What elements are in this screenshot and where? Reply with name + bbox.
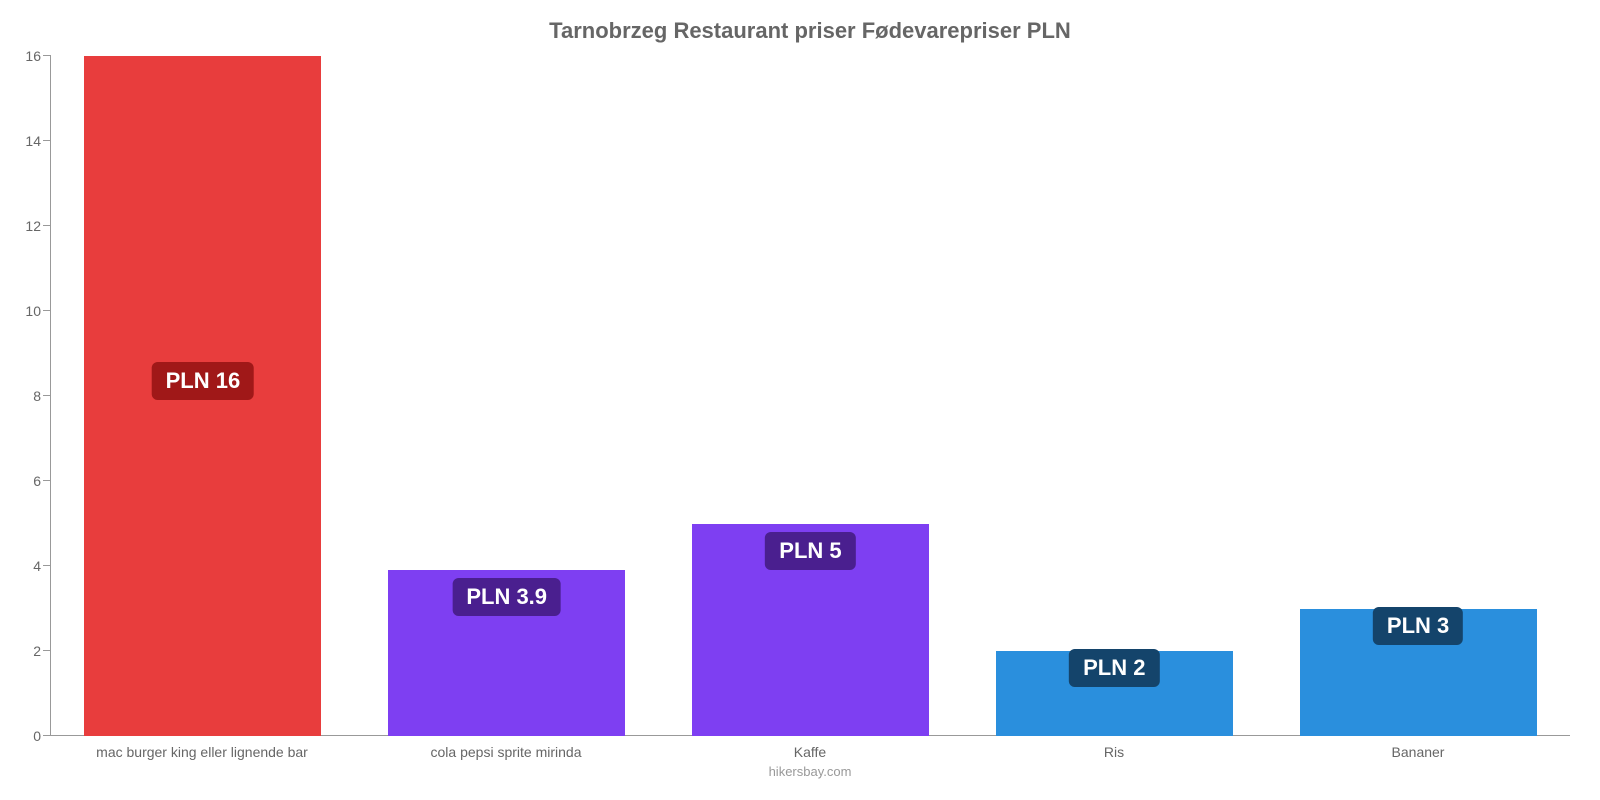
value-badge: PLN 5 [765,532,855,570]
y-tick [43,140,51,141]
value-badge: PLN 16 [152,362,255,400]
y-tick [43,310,51,311]
bar: PLN 3 [1300,609,1537,737]
value-badge: PLN 3.9 [452,578,561,616]
bar-slot: PLN 5 [659,56,963,736]
y-tick [43,480,51,481]
chart-container: Tarnobrzeg Restaurant priser Fødevarepri… [0,0,1600,800]
x-axis-labels: mac burger king eller lignende barcola p… [50,744,1570,760]
y-tick [43,395,51,396]
y-tick-label: 4 [11,558,41,574]
y-tick-label: 6 [11,473,41,489]
y-tick-label: 2 [11,643,41,659]
y-tick-label: 16 [11,48,41,64]
bar-slot: PLN 2 [962,56,1266,736]
y-tick [43,565,51,566]
y-tick [43,55,51,56]
bars-group: PLN 16 PLN 3.9 PLN 5 PLN 2 PLN 3 [51,56,1570,736]
x-axis-label: Kaffe [658,744,962,760]
bar-slot: PLN 3 [1266,56,1570,736]
plot-area: 0246810121416 PLN 16PLN 3.9PLN 5PLN 2PLN… [50,56,1570,736]
x-axis-label: mac burger king eller lignende bar [50,744,354,760]
chart-title: Tarnobrzeg Restaurant priser Fødevarepri… [50,10,1570,56]
value-badge: PLN 3 [1373,607,1463,645]
y-tick-label: 12 [11,218,41,234]
x-axis-label: Bananer [1266,744,1570,760]
chart-footer: hikersbay.com [50,764,1570,779]
bar: PLN 3.9 [388,570,625,736]
bar: PLN 2 [996,651,1233,736]
y-tick-label: 14 [11,133,41,149]
y-tick-label: 8 [11,388,41,404]
y-tick [43,650,51,651]
y-tick [43,225,51,226]
y-tick-label: 0 [11,728,41,744]
y-tick [43,735,51,736]
bar: PLN 16 [84,56,321,736]
bar-slot: PLN 16 [51,56,355,736]
bar-slot: PLN 3.9 [355,56,659,736]
x-axis-label: cola pepsi sprite mirinda [354,744,658,760]
value-badge: PLN 2 [1069,649,1159,687]
y-tick-label: 10 [11,303,41,319]
x-axis-label: Ris [962,744,1266,760]
bar: PLN 5 [692,524,929,737]
